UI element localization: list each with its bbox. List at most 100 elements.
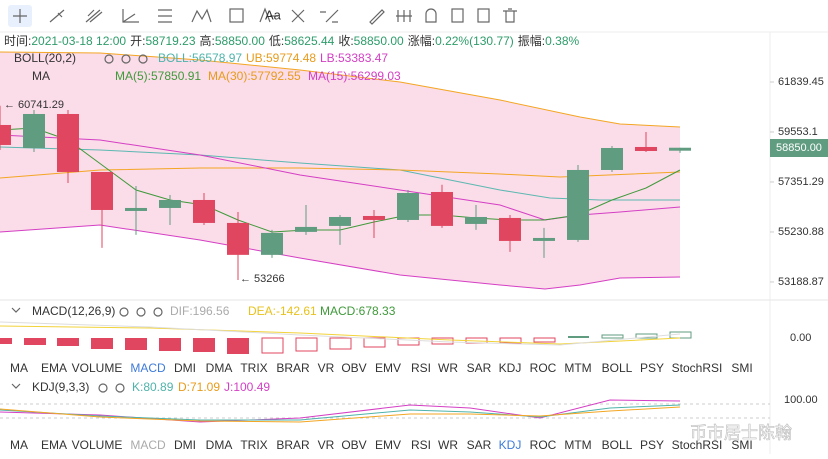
- info-label: 时间:: [4, 34, 31, 48]
- toolbar: Aa: [8, 5, 517, 27]
- ma30: [0, 167, 681, 179]
- candle-body: [295, 226, 317, 232]
- indicator-tab[interactable]: OBV: [341, 361, 366, 375]
- indicator-tab[interactable]: SMI: [731, 438, 752, 452]
- indicator-tab[interactable]: DMA: [206, 438, 233, 452]
- price-tag: 58850.00: [776, 142, 822, 154]
- boll-mid-label: BOLL:56578.97: [158, 51, 242, 65]
- info-label: 振幅:: [518, 33, 545, 48]
- ma15-label: MA(15):56299.03: [308, 69, 401, 83]
- indicator-tab[interactable]: TRIX: [240, 361, 267, 375]
- boll-name: BOLL(20,2): [14, 51, 76, 65]
- indicator-tabs-bottom: MA EMA VOLUME MACD DMI DMA TRIX BRAR VR OBV EMV RSI…: [10, 438, 753, 452]
- indicator-tab[interactable]: VR: [318, 438, 335, 452]
- indicator-tab[interactable]: EMA: [41, 361, 67, 375]
- fib-tool[interactable]: [158, 9, 172, 23]
- macd-label: MACD:678.33: [320, 304, 396, 318]
- rect-tool[interactable]: [229, 8, 244, 23]
- magnet-tool[interactable]: [396, 10, 412, 22]
- indicator-tab[interactable]: BRAR: [276, 361, 310, 375]
- indicator-tab[interactable]: BOLL: [602, 361, 633, 375]
- indicator-tab[interactable]: WR: [438, 438, 458, 452]
- candle-body: [465, 216, 487, 224]
- indicator-tab[interactable]: SMI: [731, 361, 752, 375]
- dea-label: DEA:-142.61: [248, 304, 317, 318]
- indicator-tab[interactable]: SAR: [467, 438, 492, 452]
- candle-body: [363, 215, 385, 220]
- copy-tool[interactable]: [451, 8, 464, 23]
- info-value: 58850.00: [354, 34, 404, 48]
- indicator-tab[interactable]: ROC: [530, 438, 557, 452]
- indicator-tab[interactable]: VR: [318, 361, 335, 375]
- ma-name: MA: [32, 69, 50, 83]
- indicator-tabs: MA EMA VOLUME MACD DMI DMA TRIX BRAR VR OBV EMV RSI…: [10, 361, 753, 375]
- candle-body: [57, 113, 79, 172]
- measure-tool[interactable]: [259, 7, 278, 23]
- kdj-axis-label: 100.00: [784, 394, 818, 406]
- indicator-tab[interactable]: MACD: [130, 361, 166, 375]
- indicator-tab[interactable]: MTM: [564, 361, 591, 375]
- high-annotation: ← 60741.29: [4, 99, 64, 111]
- indicator-tab[interactable]: MA: [10, 438, 28, 452]
- candle-body: [23, 113, 45, 148]
- delete-tool[interactable]: [503, 8, 517, 23]
- kdj-name: KDJ(9,3,3): [32, 380, 89, 394]
- price-tag-box: [770, 139, 828, 157]
- channel-tool[interactable]: [85, 9, 103, 23]
- indicator-tab[interactable]: BRAR: [276, 438, 310, 452]
- indicator-tab[interactable]: MA: [10, 361, 28, 375]
- indicator-tab[interactable]: RSI: [411, 438, 431, 452]
- candle-body: [329, 216, 351, 226]
- info-label: 高:: [200, 33, 215, 48]
- indicator-tab[interactable]: EMA: [41, 438, 67, 452]
- indicator-tab[interactable]: BOLL: [602, 438, 633, 452]
- y-tick-label: 55230.88: [778, 226, 824, 238]
- macd-name: MACD(12,26,9): [32, 304, 115, 318]
- candles: [0, 105, 691, 281]
- dif-label: DIF:196.56: [170, 304, 230, 318]
- pattern-tool[interactable]: [291, 9, 305, 23]
- indicator-tab[interactable]: KDJ: [499, 438, 522, 452]
- indicator-tab[interactable]: SAR: [467, 361, 492, 375]
- ma-row: MA MA(5):57850.91 MA(30):57792.55 MA(15)…: [32, 69, 401, 83]
- indicator-tab[interactable]: EMV: [375, 361, 401, 375]
- lock-tool[interactable]: [425, 8, 437, 23]
- info-label: 收:: [338, 34, 353, 48]
- indicator-tab[interactable]: KDJ: [499, 361, 522, 375]
- angle-tool[interactable]: [122, 9, 139, 23]
- boll-lb: [0, 224, 681, 290]
- hide-tool[interactable]: [477, 8, 490, 23]
- macd-axis-label: 0.00: [790, 332, 811, 344]
- indicator-tab[interactable]: StochRSI: [672, 361, 723, 375]
- j-label: J:100.49: [224, 380, 270, 394]
- indicator-tab[interactable]: TRIX: [240, 438, 267, 452]
- indicator-tab[interactable]: DMA: [206, 361, 233, 375]
- pen-tool[interactable]: [369, 9, 385, 25]
- candle-body: [635, 146, 657, 151]
- indicator-tab[interactable]: MACD: [130, 438, 166, 452]
- watermark: 币市居士陈翰: [690, 423, 792, 442]
- indicator-tab[interactable]: VOLUME: [72, 361, 123, 375]
- indicator-tab[interactable]: PSY: [640, 438, 664, 452]
- wave-tool[interactable]: [191, 8, 212, 23]
- indicator-tab[interactable]: MTM: [564, 438, 591, 452]
- indicator-tab[interactable]: EMV: [375, 438, 401, 452]
- indicator-tab[interactable]: ROC: [530, 361, 557, 375]
- line-tool[interactable]: [49, 9, 65, 23]
- candle-body: [0, 124, 11, 145]
- indicator-tab[interactable]: VOLUME: [72, 438, 123, 452]
- indicator-tab[interactable]: RSI: [411, 361, 431, 375]
- indicator-tab[interactable]: WR: [438, 361, 458, 375]
- candle-body: [125, 207, 147, 211]
- indicator-tab[interactable]: StochRSI: [672, 438, 723, 452]
- indicator-tab[interactable]: OBV: [341, 438, 366, 452]
- candle-body: [397, 192, 419, 220]
- indicator-tab[interactable]: PSY: [640, 361, 664, 375]
- boll-ub: [0, 51, 681, 128]
- text-tool[interactable]: Aa: [265, 7, 282, 22]
- info-value: 58719.23: [145, 34, 195, 48]
- indicator-tab[interactable]: DMI: [174, 438, 196, 452]
- ruler-tool[interactable]: [320, 9, 339, 23]
- info-value: 0.22%(130.77): [435, 34, 514, 48]
- indicator-tab[interactable]: DMI: [174, 361, 196, 375]
